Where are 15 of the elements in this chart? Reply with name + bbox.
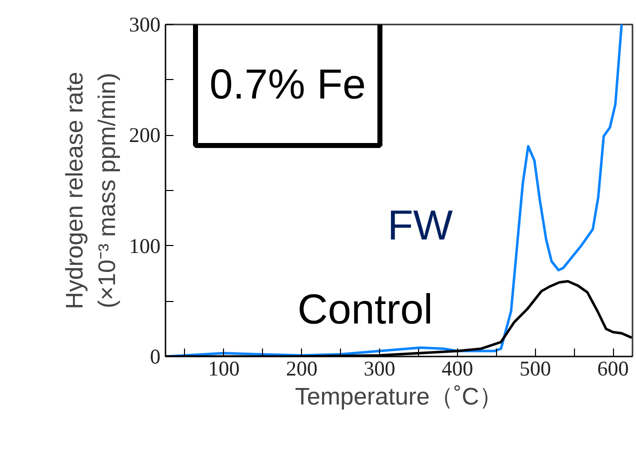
y-tick-label: 0 <box>150 344 160 368</box>
annotation: 0.7% Fe <box>210 60 366 108</box>
y-axis-title: Hydrogen release rate (×10⁻³ mass ppm/min) <box>62 72 121 310</box>
y-tick-label: 200 <box>129 123 160 148</box>
x-tick-label: 400 <box>442 356 474 380</box>
x-tick-label: 300 <box>364 356 396 380</box>
series-label: Control <box>298 286 433 332</box>
series-label: FW <box>388 202 454 248</box>
x-tick-label: 600 <box>597 356 629 380</box>
x-tick-label: 100 <box>208 356 240 380</box>
x-tick-label: 500 <box>519 356 551 380</box>
y-tick-label: 100 <box>129 234 160 258</box>
x-tick-label: 200 <box>286 356 318 380</box>
x-axis-title: Temperature（˚C） <box>294 384 504 410</box>
y-tick-label: 300 <box>129 12 160 36</box>
